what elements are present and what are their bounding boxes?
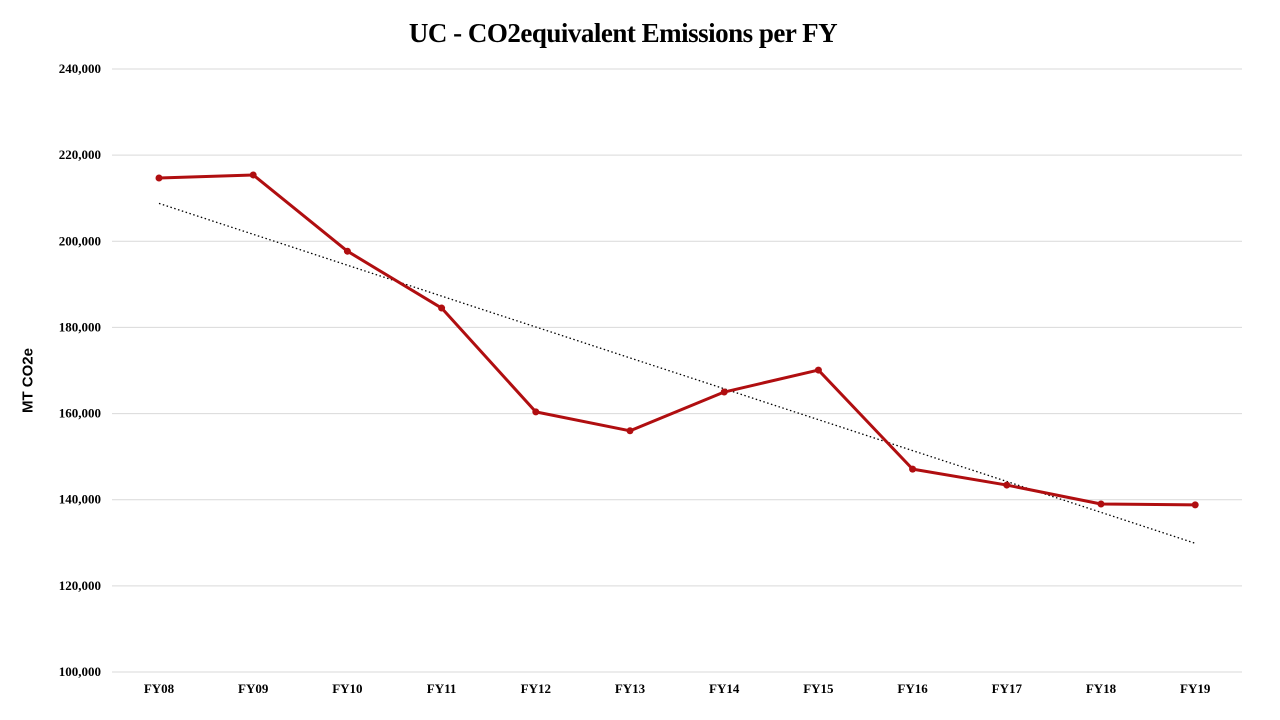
x-tick-label: FY08 — [144, 681, 175, 696]
x-tick-label: FY17 — [992, 681, 1023, 696]
data-point — [438, 304, 446, 312]
y-tick-label: 140,000 — [59, 492, 101, 507]
series-line — [158, 173, 1196, 507]
x-tick-label: FY15 — [803, 681, 834, 696]
x-tick-label: FY09 — [238, 681, 269, 696]
chart-title: UC - CO2equivalent Emissions per FY — [408, 18, 838, 48]
data-point — [1191, 501, 1199, 509]
y-tick-label: 160,000 — [59, 406, 101, 421]
y-tick-label: 180,000 — [59, 319, 101, 334]
data-point — [909, 465, 917, 473]
y-tick-label: 220,000 — [59, 147, 101, 162]
y-tick-label: 120,000 — [59, 578, 101, 593]
x-tick-label: FY19 — [1180, 681, 1211, 696]
data-point — [155, 174, 163, 182]
data-point — [814, 366, 822, 374]
x-tick-label: FY14 — [709, 681, 740, 696]
data-point — [626, 427, 634, 435]
y-tick-label: 100,000 — [59, 664, 101, 679]
x-tick-label: FY18 — [1086, 681, 1117, 696]
data-point — [532, 408, 540, 416]
data-point — [249, 171, 257, 179]
data-point — [343, 247, 351, 255]
y-tick-label: 200,000 — [59, 233, 101, 248]
trendline — [158, 202, 1196, 544]
data-point — [1097, 500, 1105, 508]
x-tick-label: FY10 — [332, 681, 362, 696]
x-tick-label: FY13 — [615, 681, 646, 696]
x-tick-label: FY11 — [427, 681, 457, 696]
data-point — [1003, 481, 1011, 489]
x-tick-label: FY12 — [521, 681, 551, 696]
y-tick-label: 240,000 — [59, 61, 101, 76]
x-tick-label: FY16 — [897, 681, 928, 696]
data-point — [720, 388, 728, 396]
